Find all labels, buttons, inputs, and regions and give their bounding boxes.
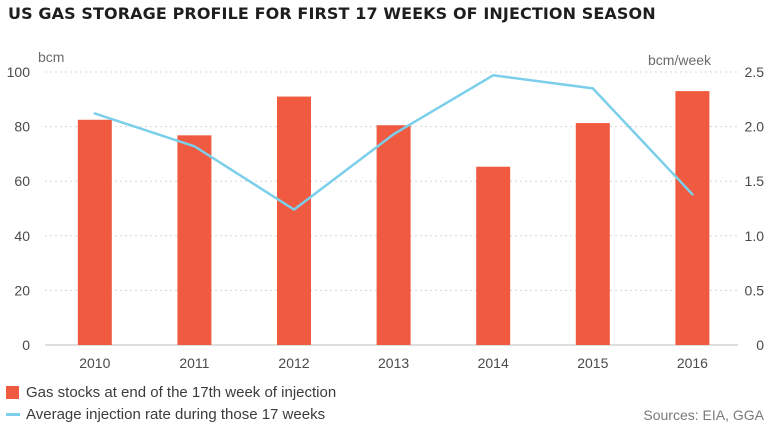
right-tick-label: 2.5 [745,64,765,80]
left-tick-label: 60 [14,173,30,189]
legend-bar-swatch [6,386,19,399]
x-tick-label: 2011 [179,355,209,371]
bar-2010 [77,119,112,346]
right-tick-label: 0.5 [745,282,765,298]
legend-item-rate: Average injection rate during those 17 w… [6,406,325,423]
bar-2013 [376,125,411,345]
right-tick-label: 1.0 [745,228,765,244]
legend-line-swatch [6,413,20,416]
x-axis-labels: 2010 2011 2012 2013 2014 2015 2016 [79,355,708,371]
x-tick-label: 2015 [577,355,608,371]
line-series [93,74,694,211]
right-axis-unit: bcm/week [648,52,712,68]
chart-title: US GAS STORAGE PROFILE FOR FIRST 17 WEEK… [8,4,656,23]
bar-2014 [476,166,511,345]
legend-label-rate: Average injection rate during those 17 w… [26,406,326,423]
bar-2015 [575,123,610,346]
left-tick-label: 0 [22,337,30,353]
bars [77,91,710,346]
left-axis-ticks: 0 20 40 60 80 100 [7,64,31,353]
left-tick-label: 20 [14,282,30,298]
left-tick-label: 40 [14,228,30,244]
legend-label-stocks: Gas stocks at end of the 17th week of in… [26,384,337,401]
bar-2016 [675,91,710,345]
left-axis-unit: bcm [38,49,65,65]
left-tick-label: 80 [14,119,30,135]
bar-2012 [277,96,311,345]
right-tick-label: 2.0 [745,119,765,135]
x-tick-label: 2016 [677,355,708,371]
x-tick-label: 2012 [278,355,309,371]
right-tick-label: 1.5 [745,173,765,189]
source-note: Sources: EIA, GGA [643,407,764,423]
legend-item-stocks: Gas stocks at end of the 17th week of in… [6,384,336,401]
left-tick-label: 100 [7,64,31,80]
x-tick-label: 2010 [79,355,110,371]
x-tick-label: 2013 [378,355,409,371]
right-tick-label: 0 [756,337,764,353]
right-axis-ticks: 0 0.5 1.0 1.5 2.0 2.5 [745,64,765,353]
x-tick-label: 2014 [478,355,509,371]
bar-2011 [177,135,212,345]
